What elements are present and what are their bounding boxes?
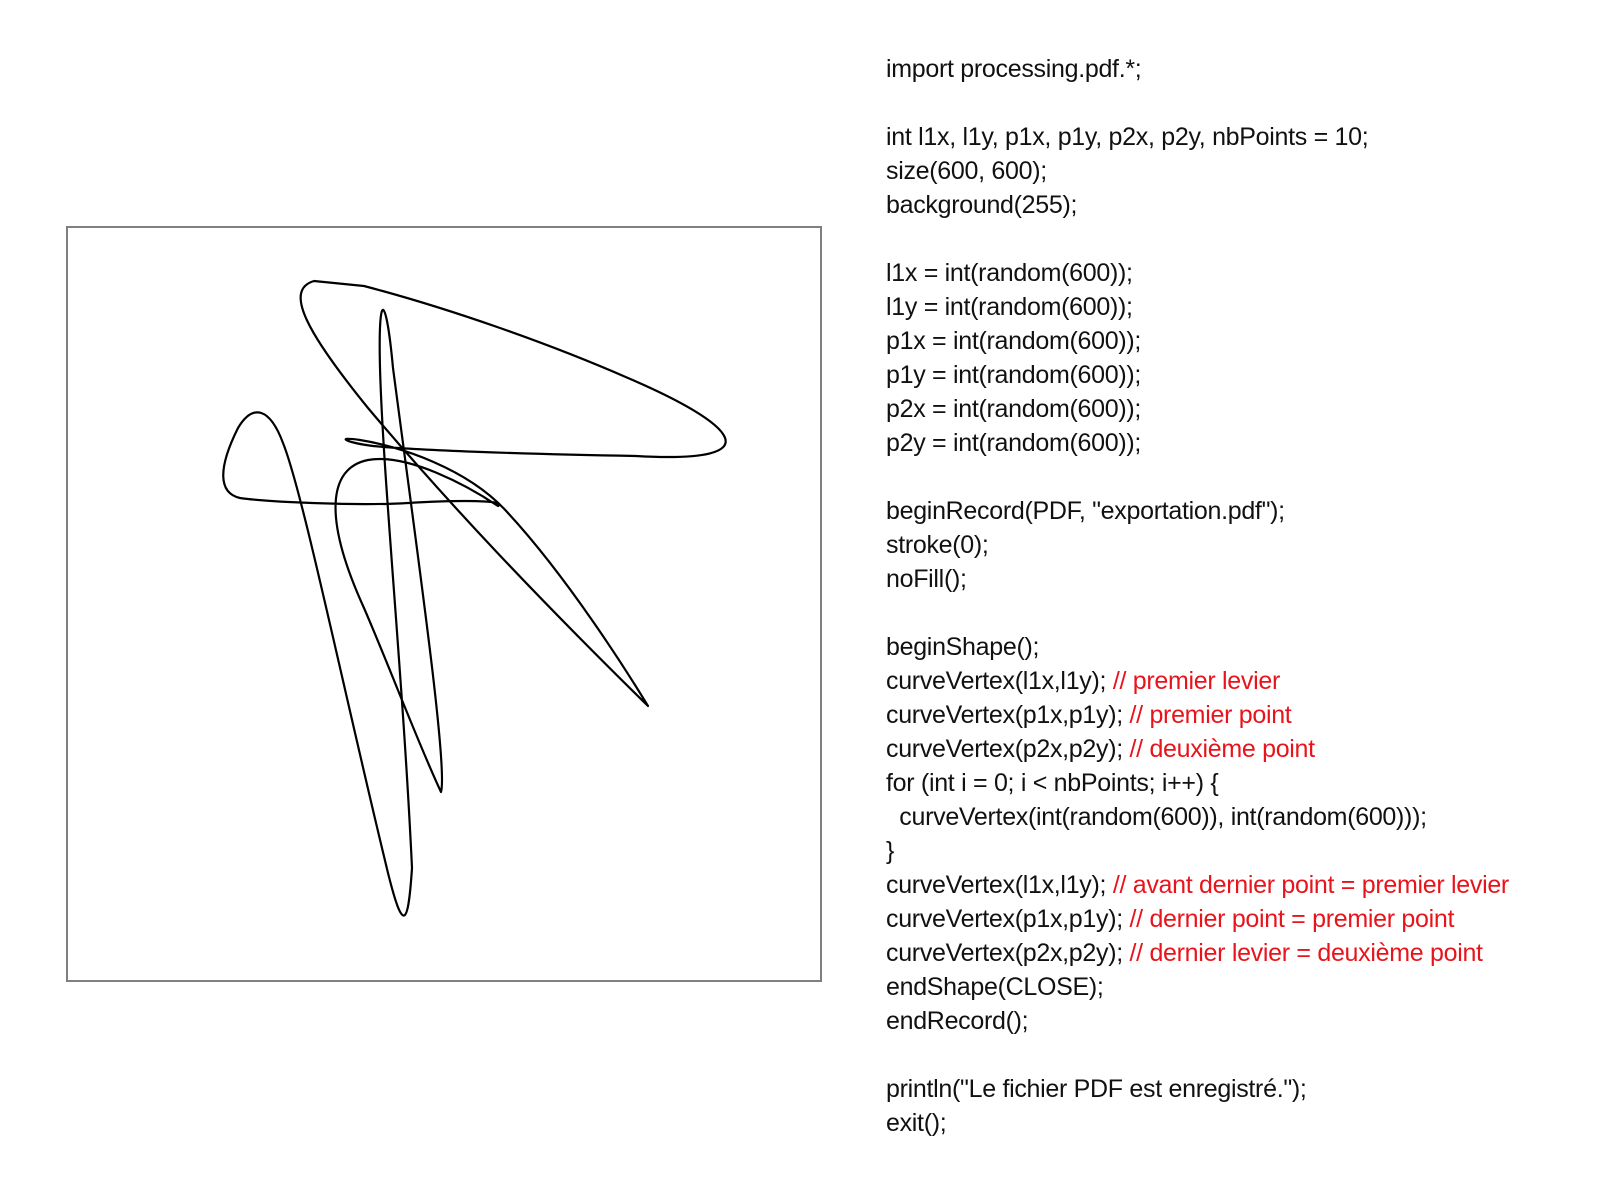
code-text: exit(); [886,1109,947,1137]
code-text: for (int i = 0; i < nbPoints; i++) { [886,769,1219,797]
code-line [886,222,1509,256]
code-line: size(600, 600); [886,154,1509,188]
code-text: } [886,837,895,865]
code-text: println("Le fichier PDF est enregistré."… [886,1075,1307,1103]
code-comment: // avant dernier point = premier levier [1112,871,1509,899]
code-line: p1y = int(random(600)); [886,358,1509,392]
code-line: beginShape(); [886,630,1509,664]
random-curve-path-2 [222,308,501,917]
random-curve-path [299,279,727,708]
code-line: endShape(CLOSE); [886,970,1509,1004]
code-line: curveVertex(p1x,p1y); // premier point [886,698,1509,732]
code-line: } [886,834,1509,868]
code-line: background(255); [886,188,1509,222]
code-line [886,1038,1509,1072]
code-text: beginShape(); [886,633,1040,661]
code-line: beginRecord(PDF, "exportation.pdf"); [886,494,1509,528]
code-text: curveVertex(p2x,p2y); [886,939,1130,967]
code-text: l1y = int(random(600)); [886,293,1133,321]
code-line: noFill(); [886,562,1509,596]
code-text: stroke(0); [886,531,989,559]
code-text: int l1x, l1y, p1x, p1y, p2x, p2y, nbPoin… [886,123,1369,151]
code-line: endRecord(); [886,1004,1509,1038]
code-line: l1y = int(random(600)); [886,290,1509,324]
code-comment: // premier levier [1112,667,1280,695]
code-text: curveVertex(p2x,p2y); [886,735,1130,763]
code-text: l1x = int(random(600)); [886,259,1133,287]
code-line: import processing.pdf.*; [886,52,1509,86]
code-text: curveVertex(int(random(600)), int(random… [886,803,1427,831]
code-listing: import processing.pdf.*; int l1x, l1y, p1… [886,52,1509,1140]
code-line: p2x = int(random(600)); [886,392,1509,426]
code-line [886,460,1509,494]
code-text: import processing.pdf.*; [886,55,1142,83]
code-line: exit(); [886,1106,1509,1140]
code-text: curveVertex(p1x,p1y); [886,905,1130,933]
code-text: p2y = int(random(600)); [886,429,1142,457]
code-line: l1x = int(random(600)); [886,256,1509,290]
code-text: background(255); [886,191,1078,219]
code-line: for (int i = 0; i < nbPoints; i++) { [886,766,1509,800]
code-text: endRecord(); [886,1007,1029,1035]
code-line: p2y = int(random(600)); [886,426,1509,460]
random-curve-drawing [222,279,727,917]
code-text: endShape(CLOSE); [886,973,1104,1001]
code-text: beginRecord(PDF, "exportation.pdf"); [886,497,1285,525]
code-line: curveVertex(p2x,p2y); // deuxième point [886,732,1509,766]
code-text: curveVertex(l1x,l1y); [886,667,1113,695]
code-line: int l1x, l1y, p1x, p1y, p2x, p2y, nbPoin… [886,120,1509,154]
code-comment: // dernier levier = deuxième point [1129,939,1484,967]
code-text: curveVertex(p1x,p1y); [886,701,1130,729]
sketch-canvas [66,226,822,982]
code-text: noFill(); [886,565,967,593]
code-comment: // deuxième point [1129,735,1316,763]
code-line: curveVertex(p1x,p1y); // dernier point =… [886,902,1509,936]
code-line [886,86,1509,120]
code-text: p1y = int(random(600)); [886,361,1142,389]
code-line: println("Le fichier PDF est enregistré."… [886,1072,1509,1106]
code-text: size(600, 600); [886,157,1047,185]
code-line: stroke(0); [886,528,1509,562]
code-text: curveVertex(l1x,l1y); [886,871,1113,899]
code-line: curveVertex(l1x,l1y); // avant dernier p… [886,868,1509,902]
code-text: p2x = int(random(600)); [886,395,1142,423]
code-line: curveVertex(l1x,l1y); // premier levier [886,664,1509,698]
code-line: p1x = int(random(600)); [886,324,1509,358]
code-comment: // premier point [1129,701,1292,729]
code-line [886,596,1509,630]
code-line: curveVertex(p2x,p2y); // dernier levier … [886,936,1509,970]
code-comment: // dernier point = premier point [1129,905,1455,933]
code-text: p1x = int(random(600)); [886,327,1142,355]
code-line: curveVertex(int(random(600)), int(random… [886,800,1509,834]
